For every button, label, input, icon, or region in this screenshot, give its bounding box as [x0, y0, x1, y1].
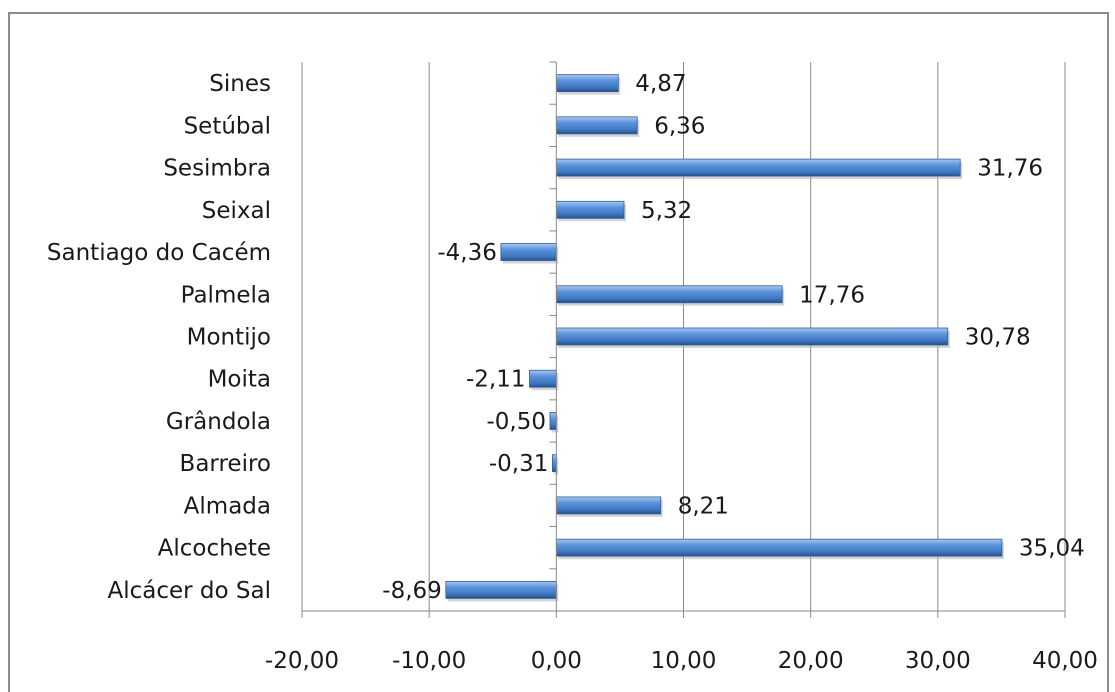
bar-sines: [555, 74, 619, 93]
x-tick-label: -20,00: [265, 648, 339, 674]
value-label: 8,21: [678, 493, 729, 519]
category-label: Montijo: [187, 325, 271, 351]
bar-almada: [555, 496, 662, 515]
bar-grândola: [549, 412, 557, 430]
category-label: Seixal: [202, 198, 271, 224]
x-tick-label: 20,00: [778, 648, 844, 674]
value-label: -0,31: [489, 451, 549, 477]
category-label: Santiago do Cacém: [47, 240, 271, 266]
category-label: Grândola: [166, 409, 271, 435]
category-label: Sesimbra: [163, 156, 271, 182]
value-label: 35,04: [1019, 536, 1085, 562]
category-label: Palmela: [181, 282, 271, 308]
bar-palmela: [555, 285, 783, 304]
value-label: 17,76: [799, 282, 865, 308]
bar-santiago-do-cacém: [500, 243, 557, 261]
labels: -20,00 -10,00 0,00 10,00 20,00 30,00 40,00 Alcá…: [47, 71, 1098, 674]
x-tick-label: 10,00: [651, 648, 717, 674]
bar-sesimbra: [555, 158, 961, 177]
bar-alcácer-do-sal: [445, 580, 557, 599]
value-label: -2,11: [466, 367, 526, 393]
value-label: -8,69: [382, 578, 442, 604]
category-label: Almada: [184, 493, 271, 519]
value-label: 30,78: [965, 325, 1031, 351]
value-label: 4,87: [635, 71, 686, 97]
value-label: -0,50: [486, 409, 546, 435]
horizontal-bar-chart: -20,00 -10,00 0,00 10,00 20,00 30,00 40,00 Alcá…: [47, 61, 1098, 674]
category-label: Alcochete: [158, 536, 271, 562]
bar-barreiro: [551, 454, 557, 473]
category-label: Barreiro: [180, 451, 271, 477]
bar-alcochete: [555, 538, 1003, 557]
x-tick-label: 30,00: [905, 648, 971, 674]
category-label: Setúbal: [184, 113, 271, 139]
bars: [445, 74, 1004, 602]
x-tick-label: 40,00: [1032, 648, 1098, 674]
bar-moita: [529, 369, 557, 388]
value-label: -4,36: [437, 240, 497, 266]
bar-seixal: [555, 200, 625, 219]
category-label: Moita: [208, 367, 271, 393]
value-label: 5,32: [641, 198, 692, 224]
category-label: Alcácer do Sal: [108, 578, 272, 604]
x-tick-label: -10,00: [392, 648, 466, 674]
bar-montijo: [555, 327, 949, 346]
x-tick-label: 0,00: [531, 648, 582, 674]
value-label: 6,36: [654, 113, 705, 139]
axes: [301, 61, 1066, 618]
category-label: Sines: [209, 71, 271, 97]
bar-setúbal: [555, 116, 638, 135]
value-label: 31,76: [977, 156, 1043, 182]
